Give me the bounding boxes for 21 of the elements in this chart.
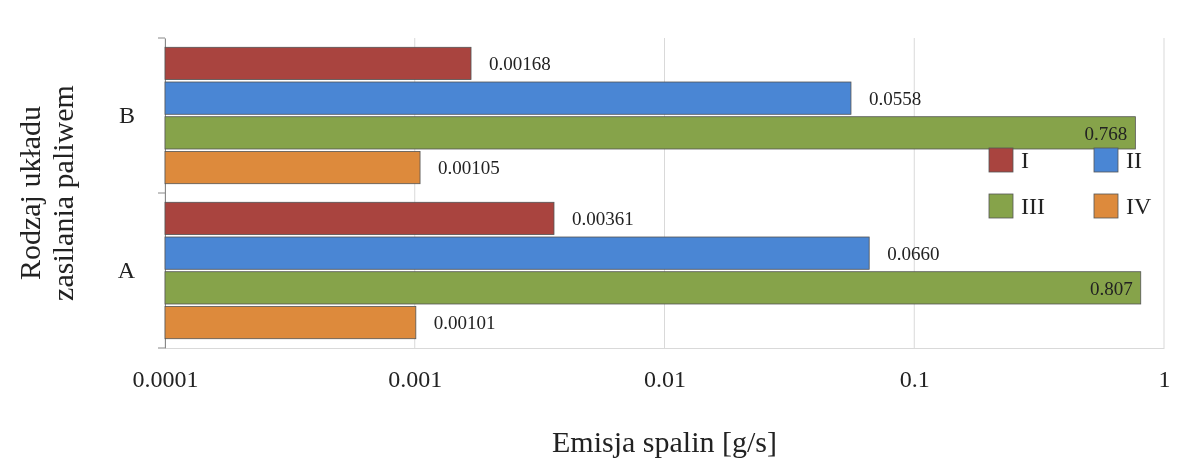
data-label: 0.0660 [887, 242, 940, 264]
data-label: 0.807 [1089, 277, 1133, 299]
x-tick-label: 0.0001 [132, 366, 199, 393]
legend-label: I [1021, 147, 1029, 174]
x-tick-label: 0.001 [388, 366, 443, 393]
y-axis-title: Rodzaj układu zasilania paliwem [13, 85, 79, 301]
data-label: 0.00101 [433, 312, 496, 334]
legend-label: IV [1126, 193, 1152, 220]
data-label: 0.00105 [438, 157, 500, 179]
x-tick-label: 0.01 [644, 366, 686, 393]
data-label: 0.768 [1084, 122, 1128, 144]
x-tick-label: 1 [1158, 366, 1171, 393]
y-tick-label: B [118, 102, 135, 129]
legend-label: II [1126, 147, 1142, 174]
data-label: 0.0558 [868, 87, 922, 109]
x-tick-label: 0.1 [899, 366, 930, 393]
data-label: 0.00168 [489, 53, 551, 75]
data-label: 0.00361 [571, 208, 634, 230]
legend-label: III [1021, 193, 1045, 220]
y-tick-label: A [117, 257, 136, 284]
x-axis-title: Emisja spalin [g/s] [552, 425, 777, 458]
